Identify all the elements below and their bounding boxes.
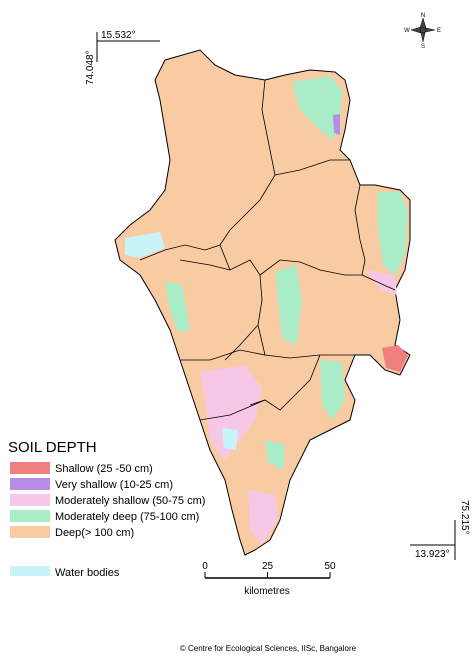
legend-swatch bbox=[10, 566, 50, 576]
legend-swatch bbox=[10, 494, 50, 506]
district-borders bbox=[139, 79, 396, 421]
coordinate-frame bbox=[96, 32, 456, 560]
legend-label: Very shallow (10-25 cm) bbox=[55, 479, 173, 491]
coordinate-label: 74.048° bbox=[85, 50, 96, 85]
legend-swatch bbox=[10, 478, 50, 490]
compass: N S E W bbox=[404, 13, 441, 50]
scale-label: 0 bbox=[202, 561, 208, 572]
coordinate-label: 15.532° bbox=[101, 30, 136, 41]
compass-letter: W bbox=[404, 28, 410, 34]
legend-swatch bbox=[10, 510, 50, 522]
legend: Shallow (25 -50 cm) Very shallow (10-25 c… bbox=[10, 462, 205, 579]
legend-title: SOIL DEPTH bbox=[8, 439, 97, 456]
scale-unit: kilometres bbox=[244, 586, 290, 597]
legend-label: Moderately deep (75-100 cm) bbox=[55, 511, 199, 523]
scale-bar: 0 25 50 bbox=[202, 561, 336, 579]
legend-swatch bbox=[10, 526, 50, 538]
soil-patches bbox=[125, 76, 408, 545]
legend-swatch bbox=[10, 462, 50, 474]
scale-label: 50 bbox=[324, 561, 336, 572]
legend-label: Deep(> 100 cm) bbox=[55, 527, 134, 539]
legend-label: Shallow (25 -50 cm) bbox=[55, 463, 153, 475]
legend-label: Water bodies bbox=[55, 567, 120, 579]
coordinate-label: 75.215° bbox=[459, 500, 470, 535]
coordinate-label: 13.923° bbox=[415, 549, 450, 560]
scale-label: 25 bbox=[262, 561, 274, 572]
compass-letter: E bbox=[437, 28, 441, 34]
credit: © Centre for Ecological Sciences, IISc, … bbox=[180, 644, 357, 653]
compass-letter: S bbox=[421, 44, 425, 50]
legend-label: Moderately shallow (50-75 cm) bbox=[55, 495, 205, 507]
compass-letter: N bbox=[421, 13, 425, 19]
map-outline bbox=[114, 49, 411, 556]
